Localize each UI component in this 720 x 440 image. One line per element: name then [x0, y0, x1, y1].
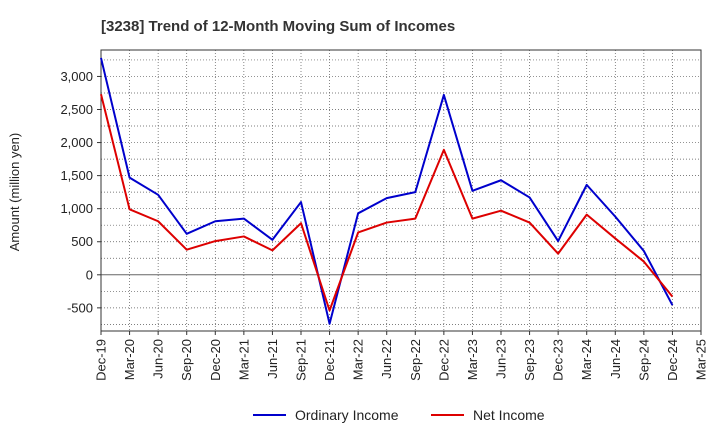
plot-area: -500 0 500 1,000 1,500 2,000 2,500 3,000 Dec-19 M…	[60, 49, 709, 381]
y-tick-label: 2,000	[60, 135, 93, 150]
x-tick-label: Dec-19	[94, 339, 109, 381]
series-line-net-income	[100, 94, 674, 312]
y-tick-label: 1,000	[60, 201, 93, 216]
x-tick-label: Jun-23	[494, 339, 509, 379]
x-tick-label: Sep-23	[522, 339, 537, 381]
legend-label: Net Income	[473, 407, 545, 423]
x-tick-label: Dec-23	[551, 339, 566, 381]
y-tick-label: -500	[67, 300, 93, 315]
y-tick-label: 2,500	[60, 102, 93, 117]
x-tick-label: Jun-20	[151, 339, 166, 379]
x-tick-label: Dec-20	[208, 339, 223, 381]
y-tick-label: 1,500	[60, 168, 93, 183]
plot-frame	[100, 49, 702, 332]
x-tick-label: Sep-22	[408, 339, 423, 381]
x-tick-label: Jun-22	[379, 339, 394, 379]
x-tick-label: Mar-22	[351, 339, 366, 380]
x-tick-label: Sep-21	[294, 339, 309, 381]
x-tick-label: Jun-21	[265, 339, 280, 379]
x-tick-label: Dec-21	[322, 339, 337, 381]
x-tick-label: Sep-20	[179, 339, 194, 381]
chart-title: [3238] Trend of 12-Month Moving Sum of I…	[101, 18, 455, 35]
x-tick-label: Sep-24	[636, 339, 651, 381]
x-tick-label: Dec-24	[665, 339, 680, 381]
x-tick-label: Mar-20	[122, 339, 137, 380]
y-axis-label: Amount (million yen)	[7, 133, 22, 252]
series-line-ordinary-income	[100, 57, 674, 325]
x-tick-label: Mar-24	[579, 339, 594, 380]
x-tick-label: Mar-25	[694, 339, 709, 380]
y-tick-label: 3,000	[60, 69, 93, 84]
x-tick-label: Jun-24	[608, 339, 623, 379]
x-tick-label: Dec-22	[436, 339, 451, 381]
x-tick-label: Mar-21	[236, 339, 251, 380]
legend-label: Ordinary Income	[295, 407, 399, 423]
legend: Ordinary Income Net Income	[253, 407, 545, 423]
y-tick-label: 500	[71, 234, 93, 249]
x-tick-label: Mar-23	[465, 339, 480, 380]
y-tick-label: 0	[86, 267, 93, 282]
